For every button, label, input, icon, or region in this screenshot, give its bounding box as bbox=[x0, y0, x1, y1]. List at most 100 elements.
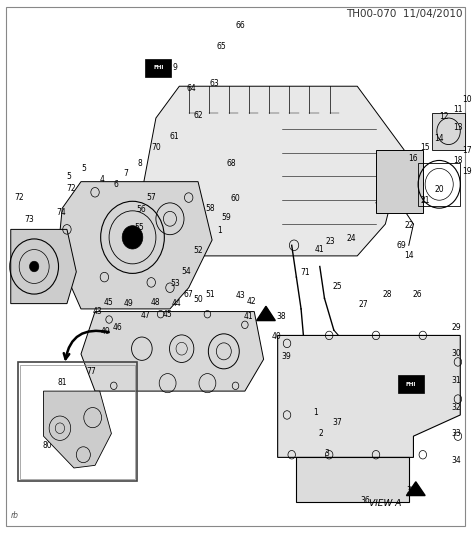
Circle shape bbox=[29, 261, 39, 272]
Text: 41: 41 bbox=[315, 245, 325, 254]
Text: 16: 16 bbox=[409, 154, 418, 163]
Text: 53: 53 bbox=[171, 279, 181, 288]
Polygon shape bbox=[57, 182, 212, 309]
Text: 41: 41 bbox=[244, 312, 254, 321]
Text: 78: 78 bbox=[79, 399, 88, 408]
Text: 77: 77 bbox=[86, 367, 96, 376]
Text: 44: 44 bbox=[172, 299, 182, 308]
Text: 63: 63 bbox=[210, 79, 219, 88]
Text: 36: 36 bbox=[361, 496, 371, 505]
Text: 6: 6 bbox=[114, 180, 118, 189]
Text: 76: 76 bbox=[13, 265, 23, 273]
Text: 1: 1 bbox=[314, 408, 319, 417]
Text: VIEW A: VIEW A bbox=[369, 499, 401, 508]
Text: 4: 4 bbox=[100, 174, 104, 183]
Text: 13: 13 bbox=[453, 123, 463, 132]
Circle shape bbox=[122, 225, 143, 249]
Text: 38: 38 bbox=[277, 312, 286, 321]
Text: 47: 47 bbox=[141, 311, 150, 320]
Text: 32: 32 bbox=[452, 402, 461, 411]
Text: 30: 30 bbox=[452, 350, 461, 359]
Text: 27: 27 bbox=[358, 300, 368, 309]
Text: 80: 80 bbox=[43, 441, 52, 450]
Text: 11: 11 bbox=[453, 104, 463, 114]
Polygon shape bbox=[278, 335, 460, 457]
Text: TH00-070  11/04/2010: TH00-070 11/04/2010 bbox=[346, 10, 463, 19]
Text: 24: 24 bbox=[347, 235, 356, 244]
Text: 40: 40 bbox=[272, 332, 282, 341]
Polygon shape bbox=[296, 457, 409, 503]
Text: 81: 81 bbox=[57, 377, 67, 386]
Text: 68: 68 bbox=[226, 159, 236, 167]
Text: 25: 25 bbox=[333, 282, 342, 291]
Text: 54: 54 bbox=[182, 268, 191, 276]
Text: 14: 14 bbox=[434, 134, 444, 143]
Text: 43: 43 bbox=[92, 307, 102, 316]
Text: 71: 71 bbox=[300, 268, 310, 277]
Text: 55: 55 bbox=[135, 223, 145, 232]
Polygon shape bbox=[256, 306, 275, 320]
Text: 74: 74 bbox=[56, 208, 66, 217]
Text: 57: 57 bbox=[146, 193, 156, 202]
Text: 49: 49 bbox=[124, 299, 134, 308]
Text: 52: 52 bbox=[193, 246, 203, 255]
Text: 61: 61 bbox=[170, 132, 180, 141]
Text: 12: 12 bbox=[439, 112, 448, 122]
Text: 7: 7 bbox=[123, 169, 128, 178]
Text: 1: 1 bbox=[217, 226, 221, 235]
Text: 72: 72 bbox=[66, 183, 75, 192]
Text: 46: 46 bbox=[113, 323, 122, 332]
Text: FHI: FHI bbox=[406, 382, 416, 387]
Text: 62: 62 bbox=[193, 111, 203, 120]
Text: 35: 35 bbox=[406, 486, 416, 495]
Text: 42: 42 bbox=[247, 297, 257, 306]
Text: 10: 10 bbox=[463, 95, 472, 104]
Text: 75: 75 bbox=[35, 263, 45, 272]
Polygon shape bbox=[406, 482, 425, 496]
Text: 72: 72 bbox=[14, 193, 24, 202]
Text: 45: 45 bbox=[163, 310, 173, 319]
Text: 48: 48 bbox=[150, 298, 160, 307]
Text: 51: 51 bbox=[205, 289, 215, 298]
Text: 65: 65 bbox=[217, 42, 227, 51]
Text: 28: 28 bbox=[383, 289, 392, 298]
Text: 66: 66 bbox=[235, 21, 245, 30]
Text: 5: 5 bbox=[81, 164, 86, 173]
Text: 14: 14 bbox=[404, 252, 414, 261]
Text: 20: 20 bbox=[434, 185, 444, 194]
Text: 45: 45 bbox=[103, 298, 113, 307]
Text: 21: 21 bbox=[420, 196, 430, 205]
Text: 56: 56 bbox=[136, 205, 146, 214]
Text: 67: 67 bbox=[184, 289, 193, 298]
Polygon shape bbox=[11, 229, 76, 304]
Text: FHI: FHI bbox=[153, 65, 164, 70]
Text: 50: 50 bbox=[193, 295, 203, 304]
Text: 79: 79 bbox=[54, 420, 64, 429]
Text: 43: 43 bbox=[235, 291, 245, 300]
Text: 18: 18 bbox=[453, 156, 463, 165]
Text: 5: 5 bbox=[67, 172, 72, 181]
Text: 70: 70 bbox=[151, 143, 161, 152]
Text: 17: 17 bbox=[463, 147, 472, 156]
Bar bbox=[145, 59, 172, 77]
Bar bbox=[418, 163, 460, 206]
Polygon shape bbox=[432, 113, 465, 150]
Text: 29: 29 bbox=[452, 323, 461, 332]
Text: 2: 2 bbox=[319, 429, 323, 438]
Bar bbox=[398, 375, 424, 393]
Text: 58: 58 bbox=[205, 204, 215, 213]
Text: 23: 23 bbox=[325, 237, 335, 246]
Polygon shape bbox=[81, 312, 264, 391]
Bar bbox=[20, 365, 135, 479]
Text: 64: 64 bbox=[186, 84, 196, 93]
Bar bbox=[18, 362, 137, 481]
Text: 39: 39 bbox=[281, 352, 291, 361]
Text: 37: 37 bbox=[333, 418, 342, 427]
Text: 8: 8 bbox=[137, 159, 142, 167]
Text: 9: 9 bbox=[172, 63, 177, 72]
Text: 60: 60 bbox=[231, 194, 240, 203]
Text: 34: 34 bbox=[452, 456, 461, 465]
Polygon shape bbox=[376, 150, 423, 214]
Text: 49: 49 bbox=[100, 327, 110, 336]
Text: 33: 33 bbox=[452, 429, 461, 438]
